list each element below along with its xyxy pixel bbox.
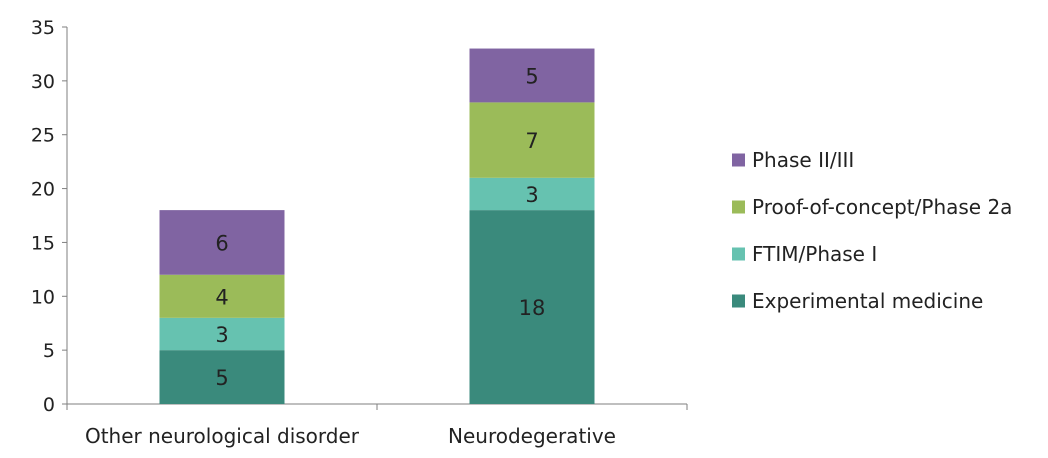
bar-segment <box>469 102 595 178</box>
legend: Phase II/III Proof-of-concept/Phase 2a FTI… <box>732 148 1012 313</box>
data-label: 7 <box>525 129 538 153</box>
legend-swatch <box>732 200 745 214</box>
bar-segment <box>159 350 285 404</box>
legend-label: Proof-of-concept/Phase 2a <box>752 195 1012 219</box>
y-tick-label: 5 <box>43 340 55 362</box>
bar-segment <box>469 48 595 103</box>
data-label: 6 <box>215 231 228 255</box>
legend-swatch <box>732 247 745 261</box>
legend-swatch <box>732 153 745 167</box>
bar-segment <box>469 210 595 404</box>
y-tick-label: 20 <box>31 179 55 201</box>
y-tick-label: 25 <box>31 125 55 147</box>
y-tick-label: 15 <box>31 232 55 254</box>
bar-segment <box>469 177 595 211</box>
data-label: 4 <box>215 285 228 309</box>
data-label: 5 <box>525 64 538 88</box>
legend-swatch <box>732 294 745 308</box>
legend-label: Experimental medicine <box>752 289 983 313</box>
legend-label: FTIM/Phase I <box>752 242 877 266</box>
legend-label: Phase II/III <box>752 148 854 172</box>
data-label: 18 <box>519 296 546 320</box>
data-label: 3 <box>215 323 228 347</box>
y-tick-label: 30 <box>31 71 55 93</box>
y-tick-label: 35 <box>31 17 55 39</box>
data-label: 3 <box>525 183 538 207</box>
y-tick-label: 0 <box>43 394 55 416</box>
x-category-label: Other neurological disorder <box>85 424 360 448</box>
bars: 5 3 4 6 18 3 7 5 <box>159 48 595 404</box>
bar-segment <box>159 317 285 351</box>
bar-segment <box>159 274 285 318</box>
data-label: 5 <box>215 366 228 390</box>
x-category-label: Neurodegerative <box>448 424 616 448</box>
x-axis: Other neurological disorder Neurodegerati… <box>66 403 688 448</box>
y-axis: 0 5 10 15 20 25 30 35 <box>31 17 68 416</box>
bar-segment <box>159 210 285 275</box>
y-tick-label: 10 <box>31 286 55 308</box>
